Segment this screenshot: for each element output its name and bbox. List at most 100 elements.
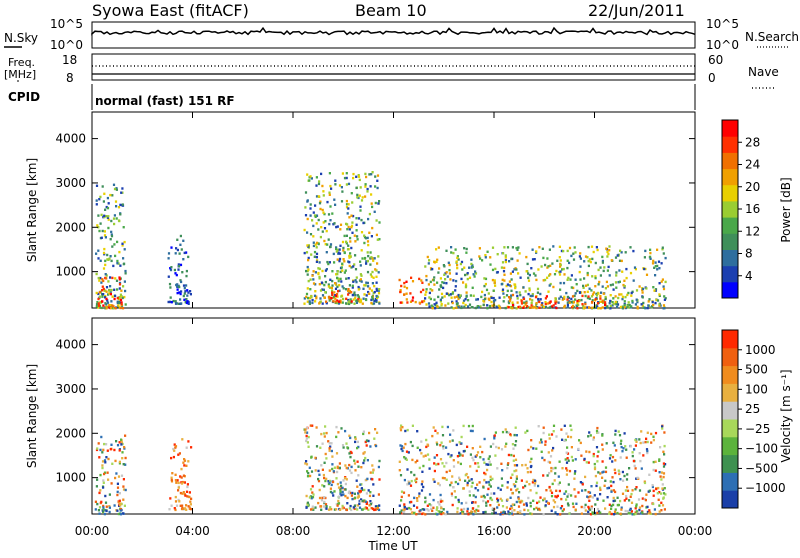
scatter-cell xyxy=(340,494,343,497)
scatter-cell xyxy=(367,217,370,221)
scatter-cell xyxy=(320,499,324,502)
scatter-cell xyxy=(507,301,511,305)
scatter-cell xyxy=(651,484,654,487)
scatter-cell xyxy=(328,286,332,289)
scatter-cell xyxy=(416,430,419,433)
scatter-cell xyxy=(551,305,554,308)
scatter-cell xyxy=(483,461,486,464)
scatter-cell xyxy=(329,245,332,249)
scatter-cell xyxy=(402,491,406,494)
scatter-cell xyxy=(530,304,533,307)
scatter-cell xyxy=(352,214,355,218)
scatter-cell xyxy=(310,456,313,459)
scatter-cell xyxy=(102,215,105,219)
scatter-cell xyxy=(105,509,108,513)
scatter-cell xyxy=(533,258,536,261)
scatter-cell xyxy=(370,256,373,259)
scatter-cell xyxy=(367,290,370,294)
scatter-cell xyxy=(559,513,562,516)
scatter-cell xyxy=(575,304,578,307)
scatter-cell xyxy=(355,175,358,178)
scatter-cell xyxy=(530,439,533,442)
scatter-cell xyxy=(168,282,172,286)
scatter-cell xyxy=(113,448,116,452)
scatter-cell xyxy=(338,184,342,187)
scatter-cell xyxy=(452,486,455,489)
scatter-cell xyxy=(371,302,374,306)
scatter-cell xyxy=(566,295,569,299)
scatter-cell xyxy=(623,303,626,307)
scatter-cell xyxy=(567,493,570,496)
scatter-cell xyxy=(352,265,355,268)
scatter-cell xyxy=(564,458,567,461)
scatter-cell xyxy=(338,252,342,255)
scatter-cell xyxy=(436,305,439,308)
scatter-cell xyxy=(180,482,184,485)
scatter-cell xyxy=(612,496,615,500)
scatter-cell xyxy=(474,270,477,273)
scatter-cell xyxy=(183,459,187,462)
scatter-cell xyxy=(328,261,331,264)
scatter-cell xyxy=(367,508,370,511)
scatter-cell xyxy=(309,424,312,427)
scatter-cell xyxy=(306,173,309,176)
scatter-cell xyxy=(415,480,418,484)
scatter-cell xyxy=(356,485,359,488)
scatter-cell xyxy=(185,490,189,493)
scatter-cell xyxy=(496,467,499,470)
scatter-cell xyxy=(375,294,378,298)
scatter-cell xyxy=(488,483,491,486)
scatter-cell xyxy=(428,305,431,308)
scatter-cell xyxy=(361,257,364,260)
scatter-cell xyxy=(306,217,309,221)
scatter-cell xyxy=(97,509,100,512)
scatter-cell xyxy=(595,429,599,433)
scatter-cell xyxy=(337,251,340,254)
scatter-cell xyxy=(401,449,404,453)
scatter-cell xyxy=(400,445,404,448)
scatter-cell xyxy=(95,305,98,308)
scatter-cell xyxy=(344,494,347,498)
x-tick-label: 04:00 xyxy=(175,524,210,538)
scatter-cell xyxy=(553,273,557,276)
scatter-cell xyxy=(506,486,509,489)
scatter-cell xyxy=(476,462,480,465)
colorbar-tick-label: 4 xyxy=(745,269,753,283)
scatter-cell xyxy=(555,269,558,273)
scatter-cell xyxy=(350,494,353,497)
scatter-cell xyxy=(375,287,378,291)
scatter-cell xyxy=(170,456,173,460)
scatter-cell xyxy=(364,284,367,287)
scatter-cell xyxy=(503,266,506,270)
scatter-cell xyxy=(577,303,580,307)
scatter-cell xyxy=(321,302,324,305)
scatter-cell xyxy=(450,296,453,299)
scatter-cell xyxy=(526,471,529,474)
scatter-cell xyxy=(592,436,595,439)
scatter-cell xyxy=(524,484,527,488)
scatter-cell xyxy=(329,445,332,448)
scatter-cell xyxy=(591,293,595,296)
scatter-cell xyxy=(345,277,348,280)
scatter-cell xyxy=(307,435,310,439)
scatter-cell xyxy=(610,504,613,508)
velocity-colorbar-label: Velocity [m s⁻¹] xyxy=(779,369,793,462)
scatter-cell xyxy=(318,180,321,183)
scatter-cell xyxy=(120,191,123,194)
scatter-cell xyxy=(448,293,451,297)
scatter-cell xyxy=(573,294,576,298)
scatter-cell xyxy=(440,304,443,307)
scatter-cell xyxy=(349,450,352,454)
colorbar-tick-label: −1000 xyxy=(745,481,786,495)
scatter-cell xyxy=(103,459,107,462)
scatter-cell xyxy=(117,297,120,301)
scatter-cell xyxy=(103,230,106,233)
scatter-cell xyxy=(486,500,490,503)
scatter-cell xyxy=(649,257,652,260)
scatter-cell xyxy=(121,451,124,454)
scatter-cell xyxy=(610,259,613,262)
scatter-cell xyxy=(426,508,429,511)
scatter-cell xyxy=(375,219,378,222)
scatter-cell xyxy=(455,260,458,263)
scatter-cell xyxy=(585,461,588,464)
